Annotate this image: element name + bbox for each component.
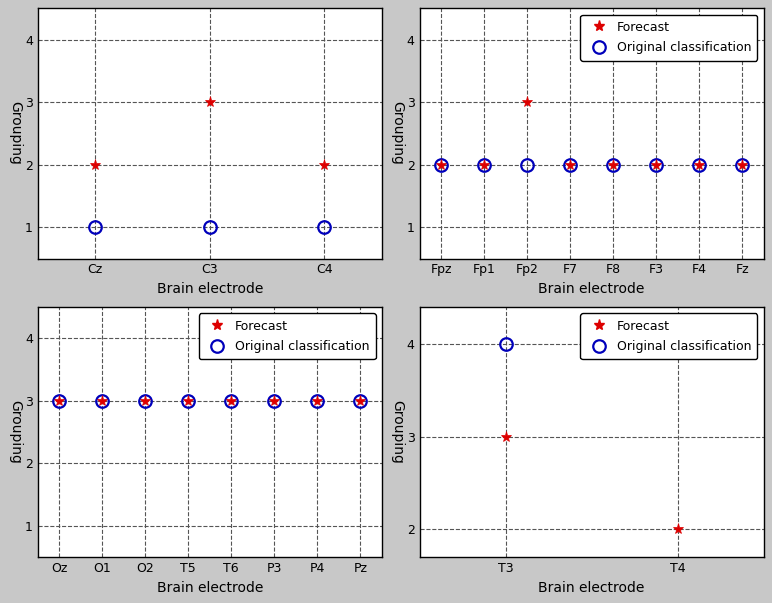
X-axis label: Brain electrode: Brain electrode: [157, 282, 263, 296]
X-axis label: Brain electrode: Brain electrode: [157, 581, 263, 595]
Y-axis label: Grouping: Grouping: [8, 101, 22, 165]
Legend: Forecast, Original classification: Forecast, Original classification: [581, 314, 757, 359]
Y-axis label: Grouping: Grouping: [390, 101, 405, 165]
Legend: Forecast, Original classification: Forecast, Original classification: [581, 14, 757, 60]
Legend: Forecast, Original classification: Forecast, Original classification: [198, 314, 376, 359]
Y-axis label: Grouping: Grouping: [8, 400, 22, 464]
Y-axis label: Grouping: Grouping: [390, 400, 405, 464]
X-axis label: Brain electrode: Brain electrode: [538, 282, 645, 296]
X-axis label: Brain electrode: Brain electrode: [538, 581, 645, 595]
